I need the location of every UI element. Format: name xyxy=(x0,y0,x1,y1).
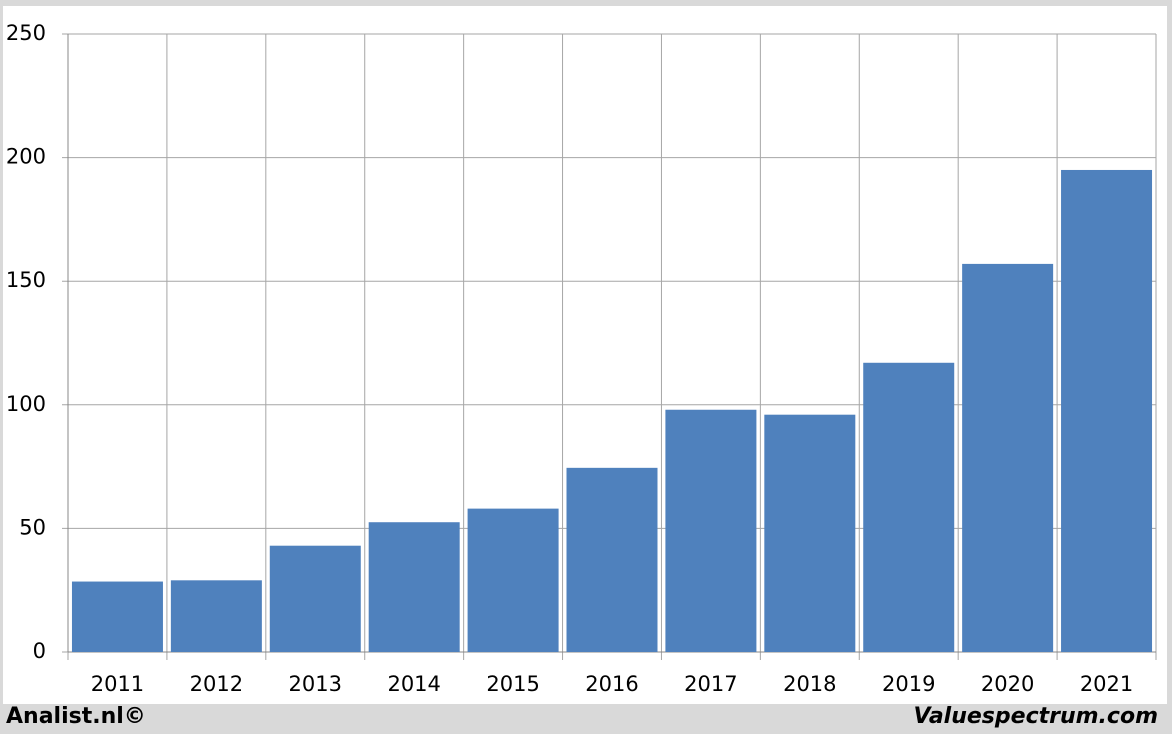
x-tick-label: 2017 xyxy=(684,672,737,696)
bar xyxy=(368,522,460,652)
bar xyxy=(170,580,262,652)
x-tick-label: 2019 xyxy=(882,672,935,696)
y-tick-label: 50 xyxy=(19,515,46,539)
footer-left: Analist.nl© xyxy=(6,704,146,729)
x-tick-label: 2012 xyxy=(190,672,243,696)
bar xyxy=(1061,169,1153,652)
x-tick-label: 2020 xyxy=(981,672,1034,696)
y-tick-label: 150 xyxy=(6,268,46,292)
bar xyxy=(962,263,1054,652)
y-tick-label: 100 xyxy=(6,392,46,416)
bar xyxy=(863,362,955,652)
y-tick-label: 0 xyxy=(33,639,46,663)
y-tick-label: 200 xyxy=(6,145,46,169)
x-tick-label: 2011 xyxy=(91,672,144,696)
x-tick-label: 2016 xyxy=(585,672,638,696)
x-tick-label: 2021 xyxy=(1080,672,1133,696)
bar xyxy=(71,581,163,652)
x-tick-label: 2015 xyxy=(486,672,539,696)
x-tick-label: 2018 xyxy=(783,672,836,696)
bar xyxy=(665,409,757,652)
y-tick-label: 250 xyxy=(6,21,46,45)
bar xyxy=(467,508,559,652)
bar xyxy=(269,545,361,652)
x-tick-label: 2013 xyxy=(289,672,342,696)
x-tick-label: 2014 xyxy=(387,672,440,696)
bar xyxy=(566,467,658,652)
bar xyxy=(764,414,856,652)
footer-right: Valuespectrum.com xyxy=(914,704,1158,729)
